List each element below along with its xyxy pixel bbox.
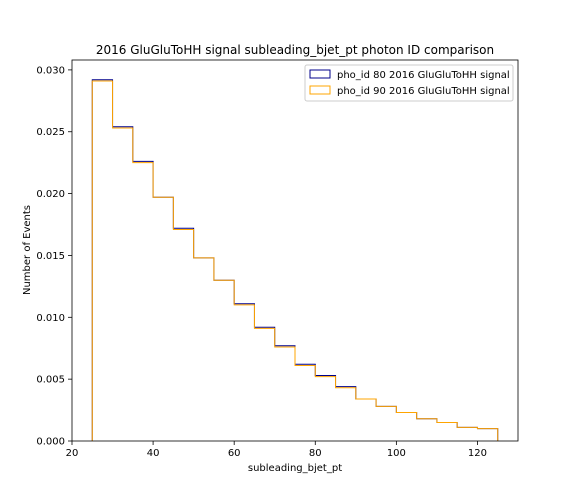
x-tick-label: 80 bbox=[309, 448, 322, 459]
x-axis-label: subleading_bjet_pt bbox=[248, 463, 342, 474]
y-axis: 0.000 0.005 0.010 0.015 0.020 0.025 0.030 bbox=[36, 65, 72, 448]
plot-frame bbox=[71, 59, 519, 442]
histogram-series-1 bbox=[91, 79, 499, 441]
y-tick-label: 0.025 bbox=[36, 127, 65, 138]
plot-area bbox=[91, 79, 499, 441]
legend-label-series-2: pho_id 90 2016 GluGluToHH signal bbox=[337, 86, 510, 97]
x-tick-label: 20 bbox=[66, 448, 79, 459]
legend-box bbox=[304, 64, 514, 102]
y-tick-label: 0.000 bbox=[36, 437, 65, 448]
y-tick-label: 0.030 bbox=[36, 65, 65, 76]
y-axis-label: Number of Events bbox=[22, 205, 33, 295]
y-tick-label: 0.020 bbox=[36, 189, 65, 200]
x-tick-label: 100 bbox=[387, 448, 406, 459]
y-tick-label: 0.010 bbox=[36, 313, 65, 324]
chart-title: 2016 GluGluToHH signal subleading_bjet_p… bbox=[96, 43, 494, 57]
y-tick-label: 0.005 bbox=[36, 375, 65, 386]
y-tick-label: 0.015 bbox=[36, 251, 65, 262]
histogram-series-2 bbox=[91, 80, 499, 441]
x-tick-label: 40 bbox=[147, 448, 160, 459]
legend-swatch-series-1 bbox=[309, 69, 331, 79]
legend: pho_id 80 2016 GluGluToHH signal pho_id … bbox=[304, 64, 514, 102]
x-axis: 20 40 60 80 100 120 bbox=[66, 441, 487, 459]
legend-swatch-series-2 bbox=[309, 85, 331, 95]
x-tick-label: 120 bbox=[468, 448, 487, 459]
legend-label-series-1: pho_id 80 2016 GluGluToHH signal bbox=[337, 70, 510, 81]
x-tick-label: 60 bbox=[228, 448, 241, 459]
